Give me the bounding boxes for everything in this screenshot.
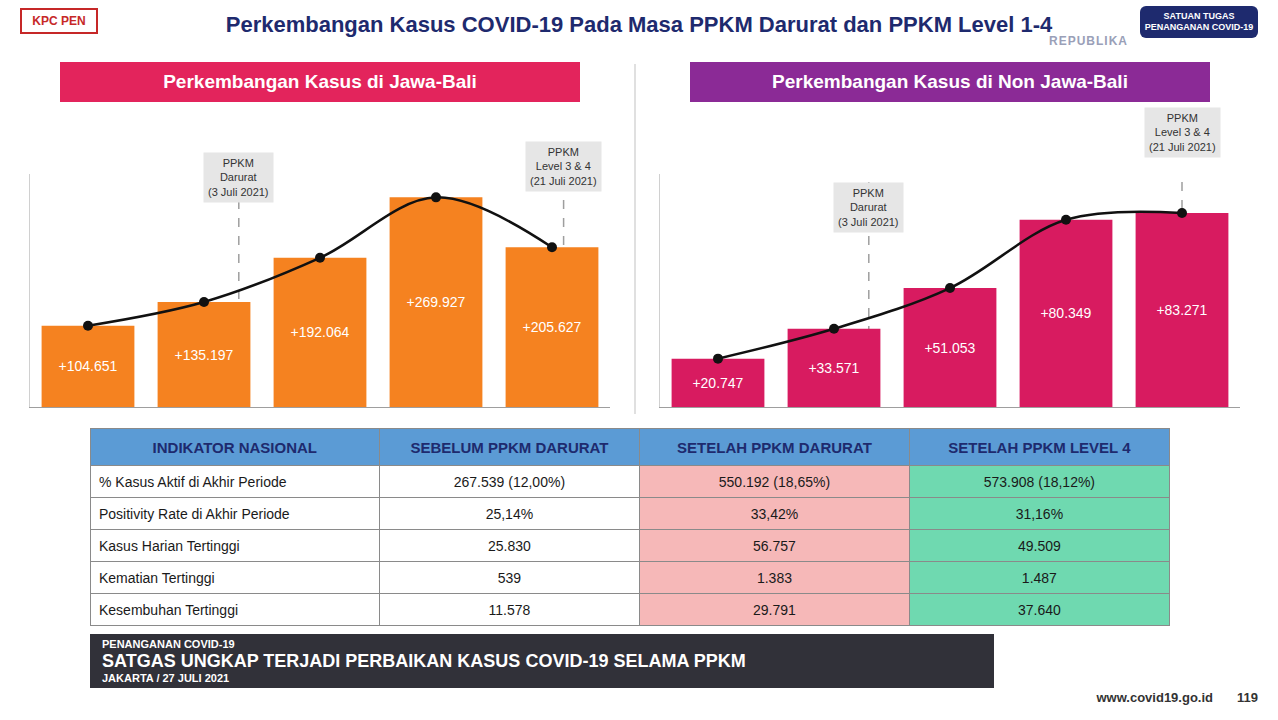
html-text:JAKARTA / 27 JULI 2021: JAKARTA / 27 JULI 2021 xyxy=(102,672,230,684)
html-text:25.830: 25.830 xyxy=(488,537,531,554)
html-text:KPC PEN: KPC PEN xyxy=(32,14,86,28)
svg-text:+83.271: +83.271 xyxy=(1156,302,1207,318)
html-text:SETELAH PPKM LEVEL 4: SETELAH PPKM LEVEL 4 xyxy=(948,438,1131,456)
svg-text:+135.197: +135.197 xyxy=(175,347,234,363)
html-text:www.covid19.go.id: www.covid19.go.id xyxy=(1096,690,1213,705)
html-text:SEBELUM PPKM DARURAT: SEBELUM PPKM DARURAT xyxy=(410,438,609,456)
html-text:56.757: 56.757 xyxy=(753,537,796,554)
svg-text:+205.627: +205.627 xyxy=(523,319,582,335)
html-text:49.509: 49.509 xyxy=(1018,537,1061,554)
html-text:SETELAH PPKM DARURAT: SETELAH PPKM DARURAT xyxy=(677,438,872,456)
svg-text:+192.064: +192.064 xyxy=(291,324,350,340)
svg-text:PPKMDarurat(3 Juli 2021): PPKMDarurat(3 Juli 2021) xyxy=(838,187,899,228)
html-text:REPUBLIKA: REPUBLIKA xyxy=(1049,34,1128,48)
html-text:Perkembangan Kasus COVID-19 Pa: Perkembangan Kasus COVID-19 Pada Masa PP… xyxy=(225,12,1053,37)
html-text:PENANGANAN COVID-19: PENANGANAN COVID-19 xyxy=(102,638,235,650)
html-text:11.578: 11.578 xyxy=(488,601,531,618)
svg-text:+20.747: +20.747 xyxy=(692,375,743,391)
svg-text:+269.927: +269.927 xyxy=(407,294,466,310)
html-text:573.908 (18,12%): 573.908 (18,12%) xyxy=(983,473,1095,490)
html-text:267.539 (12,00%): 267.539 (12,00%) xyxy=(453,473,566,490)
html-text:Perkembangan Kasus di Jawa-Bal: Perkembangan Kasus di Jawa-Bali xyxy=(163,71,477,92)
html-text:Kesembuhan Tertinggi: Kesembuhan Tertinggi xyxy=(99,601,239,618)
html-text:37.640: 37.640 xyxy=(1018,601,1061,618)
svg-text:+51.053: +51.053 xyxy=(924,340,975,356)
html-text:SATUAN TUGAS PENANGANAN COVID-: SATUAN TUGAS PENANGANAN COVID-19 xyxy=(1144,11,1254,32)
html-text:% Kasus Aktif di Akhir Periode: % Kasus Aktif di Akhir Periode xyxy=(99,473,287,490)
html-text:1.383: 1.383 xyxy=(756,569,792,586)
html-text:29.791: 29.791 xyxy=(753,601,796,618)
html-text:Kasus Harian Tertinggi: Kasus Harian Tertinggi xyxy=(99,537,240,554)
svg-text:PPKMDarurat(3 Juli 2021): PPKMDarurat(3 Juli 2021) xyxy=(208,157,269,198)
html-text:INDIKATOR NASIONAL: INDIKATOR NASIONAL xyxy=(152,438,317,456)
html-text:1.487: 1.487 xyxy=(1021,569,1057,586)
html-text:Perkembangan Kasus di Non Jawa: Perkembangan Kasus di Non Jawa-Bali xyxy=(772,71,1128,92)
html-text:Positivity Rate di Akhir Perio: Positivity Rate di Akhir Periode xyxy=(99,505,290,522)
html-text:SATGAS UNGKAP TERJADI PERBAIKA: SATGAS UNGKAP TERJADI PERBAIKAN KASUS CO… xyxy=(102,651,746,671)
svg-text:+80.349: +80.349 xyxy=(1040,305,1091,321)
svg-text:PPKMLevel 3 & 4(21 Juli 2021): PPKMLevel 3 & 4(21 Juli 2021) xyxy=(530,146,597,187)
html-text:Kematian Tertinggi: Kematian Tertinggi xyxy=(99,569,215,586)
svg-text:PPKMLevel 3 & 4(21 Juli 2021): PPKMLevel 3 & 4(21 Juli 2021) xyxy=(1149,112,1216,153)
svg-text:+33.571: +33.571 xyxy=(808,360,859,376)
html-text:119: 119 xyxy=(1237,690,1258,705)
html-text:25,14%: 25,14% xyxy=(485,505,534,522)
html-text:33,42%: 33,42% xyxy=(750,505,799,522)
html-text:31,16%: 31,16% xyxy=(1015,505,1064,522)
svg-text:+104.651: +104.651 xyxy=(59,358,118,374)
html-text:550.192 (18,65%): 550.192 (18,65%) xyxy=(718,473,831,490)
html-text:539: 539 xyxy=(497,569,522,586)
